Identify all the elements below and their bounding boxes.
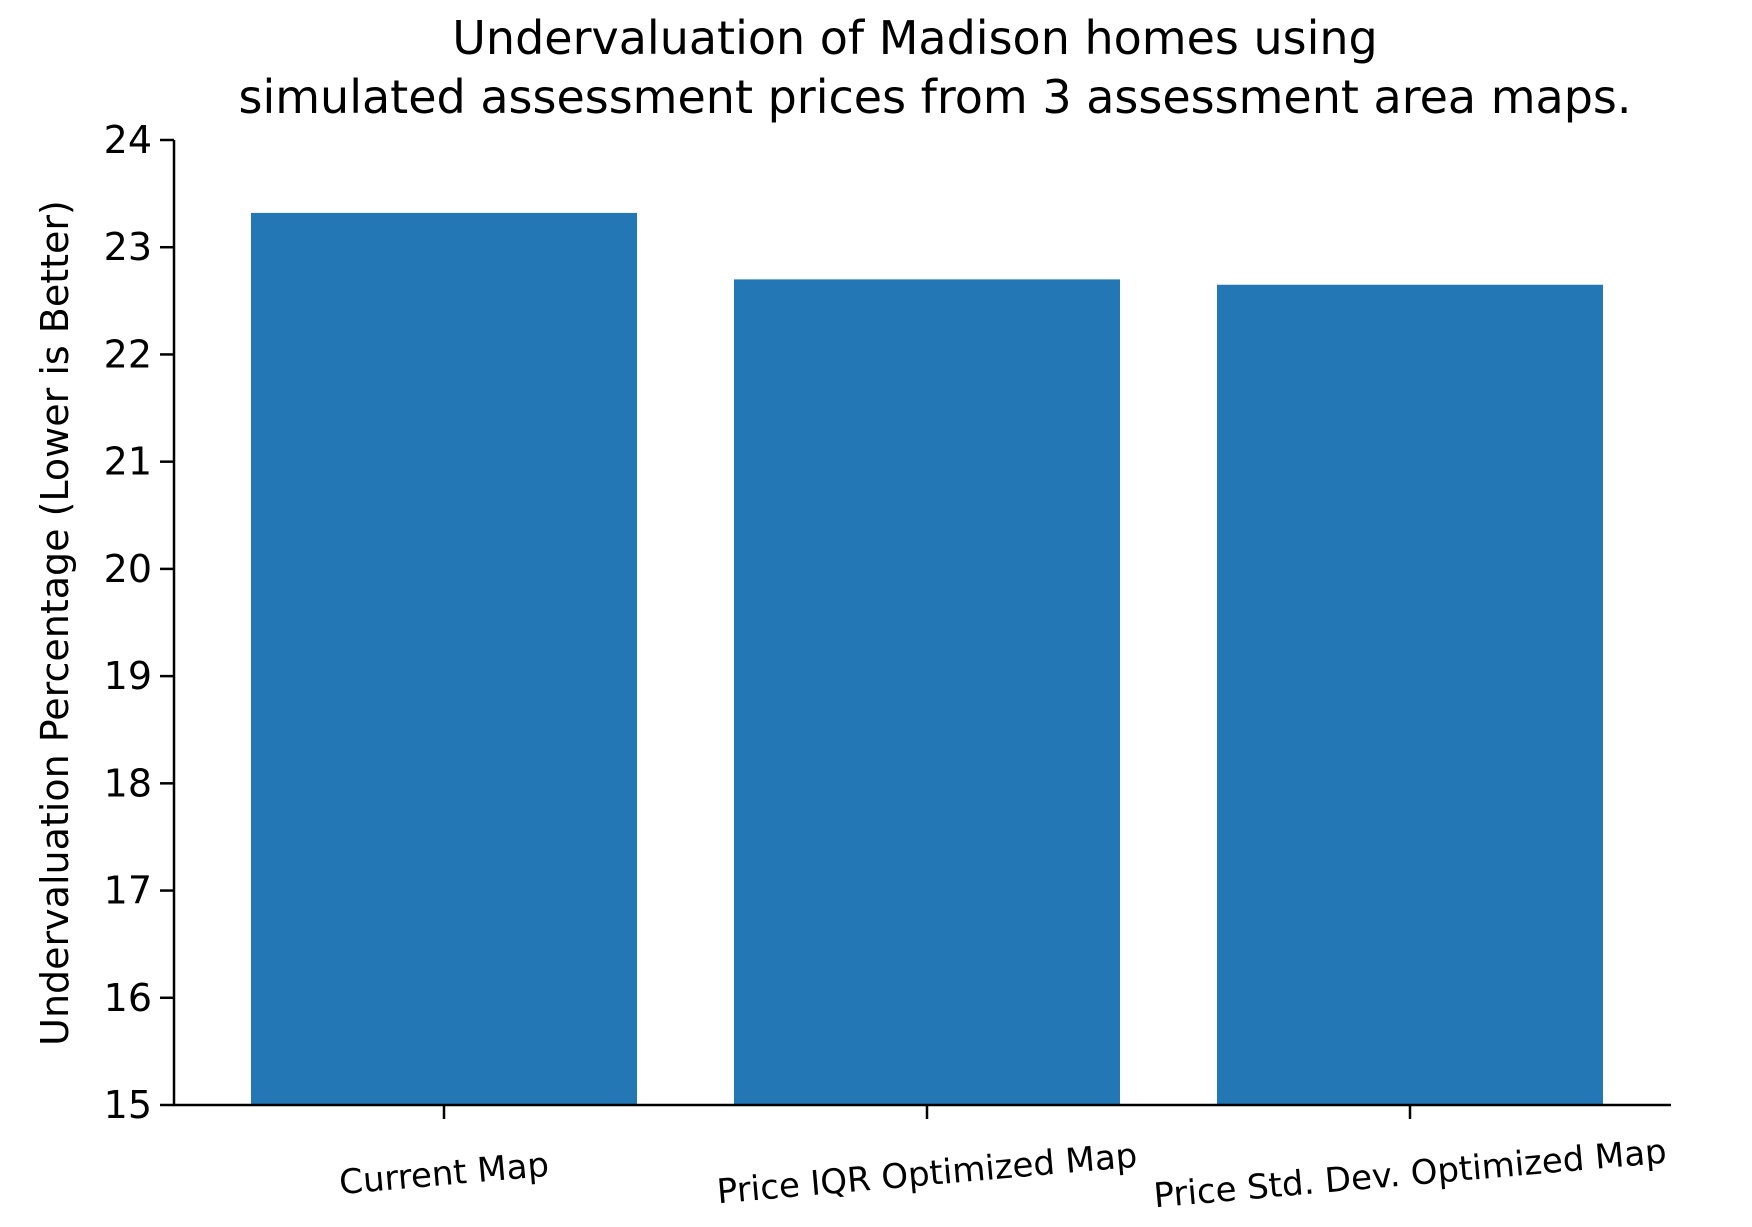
y-tick-label: 16 (104, 976, 152, 1020)
y-tick-label: 15 (104, 1083, 152, 1127)
y-tick-label: 22 (104, 332, 152, 376)
bar-price-iqr-optimized-map (734, 279, 1120, 1105)
x-tick-label: Price Std. Dev. Optimized Map (1152, 1132, 1668, 1217)
bars-group (251, 212, 1603, 1105)
x-tick-label: Price IQR Optimized Map (715, 1136, 1138, 1213)
chart-title-line-2: simulated assessment prices from 3 asses… (238, 70, 1631, 124)
bar-current-map (251, 212, 637, 1105)
y-tick-label: 24 (104, 118, 152, 162)
y-tick-label: 20 (104, 547, 152, 591)
x-axis-ticks: Current Map Price IQR Optimized Map Price … (338, 1105, 1668, 1217)
y-tick-label: 17 (104, 869, 152, 913)
y-axis-label: Undervaluation Percentage (Lower is Bett… (33, 200, 77, 1046)
y-tick-label: 21 (104, 440, 152, 484)
y-tick-label: 23 (104, 225, 152, 269)
x-tick-label: Current Map (338, 1145, 551, 1203)
bar-price-std-dev-optimized-map (1217, 284, 1603, 1105)
y-tick-label: 19 (104, 654, 152, 698)
y-axis-ticks: 15 16 17 18 19 20 21 22 23 24 (104, 118, 174, 1127)
chart-title-line-1: Undervaluation of Madison homes using (452, 11, 1377, 65)
y-tick-label: 18 (104, 761, 152, 805)
